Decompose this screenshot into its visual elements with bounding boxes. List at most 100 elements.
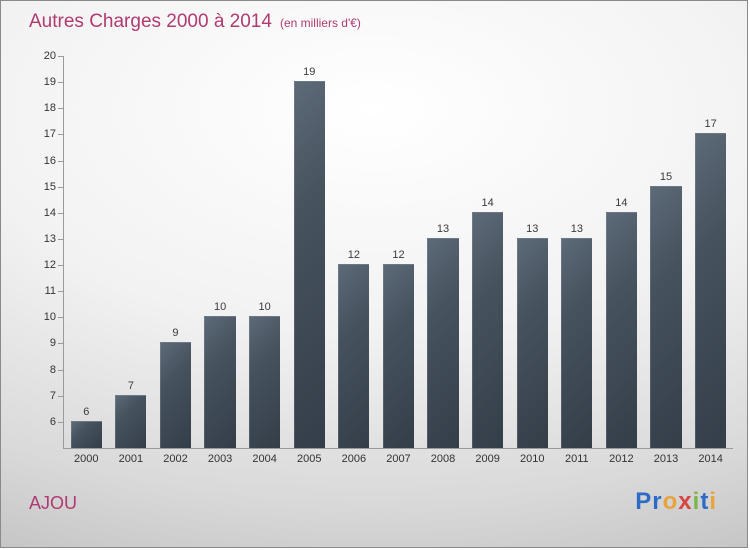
x-axis-line [63,448,733,449]
bar-value-label: 9 [172,327,179,340]
bar-value-label: 14 [615,196,628,209]
y-tick-label: 6 [49,415,56,428]
bar-cell: 12 [332,56,377,448]
x-axis-label: 2001 [118,453,144,465]
bar [382,264,415,448]
bar-value-label: 7 [127,379,134,392]
bar-cell: 14 [465,56,510,448]
y-tick-mark [58,186,63,188]
bar [650,185,682,448]
brand-letter: r [652,488,663,515]
x-axis-label: 2000 [74,453,99,465]
y-tick-label: 19 [43,76,56,89]
brand-letter: o [662,488,679,515]
y-tick-mark [58,395,63,397]
brand-letter: i [709,488,717,515]
bar-value-label: 15 [659,170,673,183]
bar-value-label: 13 [526,222,539,235]
y-tick-mark [58,160,63,162]
bar [516,237,548,448]
x-axis-label: 2011 [565,453,589,465]
bar-value-label: 13 [436,222,450,235]
x-axis-label: 2010 [519,453,545,465]
y-tick-mark [58,421,63,423]
y-tick-label: 11 [44,285,56,298]
bar-value-label: 17 [704,118,717,131]
bar-value-label: 12 [392,249,405,262]
brand-letter: t [700,488,710,515]
x-axis-label: 2013 [653,453,679,465]
bar [695,133,727,448]
bar [293,81,325,448]
bar [338,264,370,448]
y-tick-mark [58,369,63,371]
bar-value-label: 14 [481,196,494,209]
y-tick-mark [58,343,63,345]
chart-header: Autres Charges 2000 à 2014 (en milliers d… [29,11,361,33]
chart-subtitle: (en milliers d'€) [279,16,361,30]
bar-value-label: 10 [258,301,271,314]
bar-cell: 6 [64,56,109,448]
y-tick-label: 9 [49,337,56,350]
y-tick-mark [58,265,63,267]
footer-company: AJOU [29,493,78,513]
x-axis-label: 2009 [475,453,500,465]
bar-cell: 12 [376,56,421,448]
bar-cell: 13 [555,56,600,448]
x-axis-label: 2006 [341,453,367,465]
x-axis-label: 2003 [207,453,233,465]
bar-cell: 13 [421,56,466,448]
chart-title: Autres Charges 2000 à 2014 [29,11,272,32]
bar-value-label: 13 [570,222,583,235]
y-tick-label: 15 [43,180,56,193]
y-tick-label: 16 [43,154,56,167]
bar [561,237,593,448]
bar [249,316,281,448]
bar-cell: 14 [599,56,644,448]
bar [427,237,459,448]
y-tick-mark [58,212,63,214]
y-tick-label: 20 [43,50,56,62]
brand-letter: x [678,488,693,515]
x-axis-label: 2004 [252,453,277,465]
bar-value-label: 10 [213,301,227,314]
brand-letter: i [692,488,701,515]
y-tick-mark [58,82,63,84]
y-tick-label: 14 [43,206,56,219]
bar-cell: 15 [644,56,689,448]
plot-area: 6 7 9 10 10 19 12 12 13 14 13 13 14 15 17 [64,56,733,448]
x-axis-label: 2007 [386,453,411,465]
y-tick-mark [58,56,63,57]
y-tick-label: 18 [43,102,56,115]
y-tick-label: 7 [49,389,56,402]
y-tick-label: 8 [49,363,56,376]
bar-value-label: 12 [347,249,360,262]
bar [115,394,147,448]
brand-letter: P [635,488,653,515]
bar [472,211,504,448]
y-tick-label: 17 [43,128,56,141]
bar [159,342,192,448]
bar-value-label: 19 [303,66,316,79]
y-tick-label: 10 [43,311,56,324]
y-tick-mark [58,317,63,319]
y-tick-mark [58,134,63,136]
x-axis-label: 2005 [297,453,322,465]
brand-logo: Proxiti [635,488,717,516]
bar-value-label: 6 [83,405,90,418]
bar [605,211,638,448]
y-tick-label: 13 [43,232,56,245]
bar-cell: 13 [510,56,555,448]
bar-cell: 17 [688,56,733,448]
bar [70,420,102,448]
x-axis-labels: 2000 2001 2002 2003 2004 2005 2006 2007 2008 2009… [64,453,733,465]
bar-cell: 7 [109,56,154,448]
bar-cell: 9 [153,56,198,448]
y-tick-mark [58,108,63,110]
bar-cell: 19 [287,56,332,448]
y-tick-mark [58,291,63,293]
x-axis-label: 2014 [698,453,723,465]
bar-cell: 10 [242,56,287,448]
y-axis-line [63,56,64,448]
